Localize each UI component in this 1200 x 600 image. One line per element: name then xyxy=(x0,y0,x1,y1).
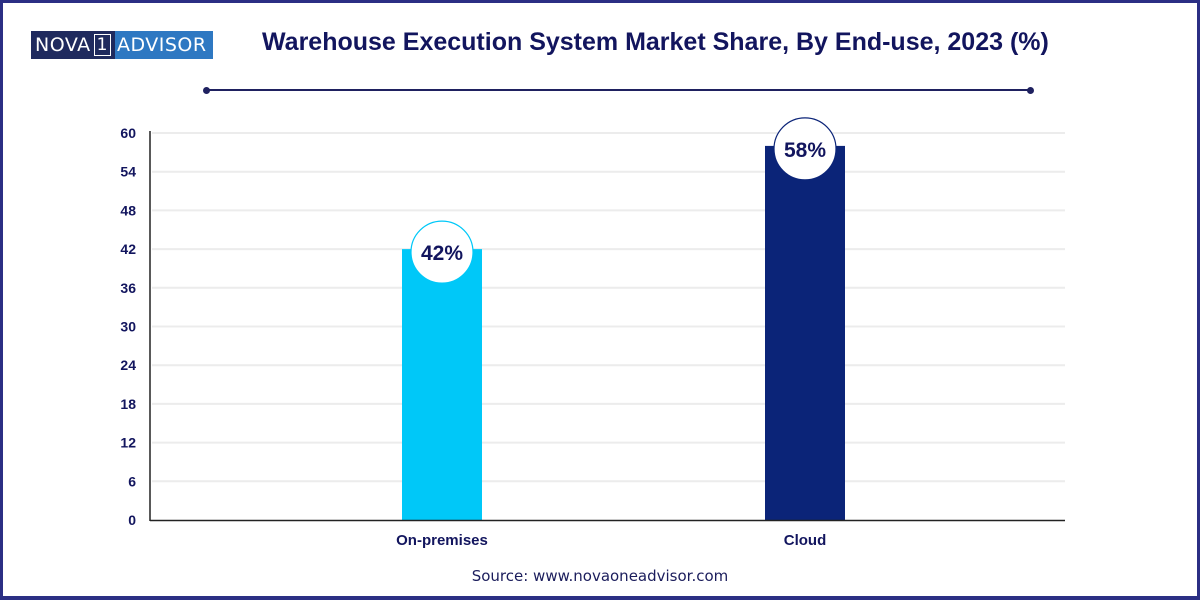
data-label: 42% xyxy=(421,242,463,265)
y-tick-label: 54 xyxy=(120,164,136,180)
y-tick-label: 60 xyxy=(120,125,136,141)
bar-cloud xyxy=(765,145,845,520)
y-tick-label: 30 xyxy=(120,319,136,335)
logo-left-block: NOVA 1 xyxy=(31,31,115,59)
title-underline xyxy=(206,89,1031,91)
chart-title: Warehouse Execution System Market Share,… xyxy=(262,28,1049,56)
brand-logo: NOVA 1 ADVISOR xyxy=(31,31,213,59)
data-label-bubble xyxy=(410,220,474,284)
underline-left-dot xyxy=(203,87,210,94)
data-label-bubble xyxy=(773,117,837,181)
source-note: Source: www.novaoneadvisor.com xyxy=(471,567,729,585)
y-tick-label: 24 xyxy=(120,357,136,373)
x-tick-label: On-premises xyxy=(396,532,488,549)
y-tick-label: 42 xyxy=(120,241,136,257)
logo-text-nova: NOVA xyxy=(35,34,91,56)
y-tick-label: 36 xyxy=(120,280,136,296)
y-tick-label: 0 xyxy=(128,512,136,528)
y-tick-label: 48 xyxy=(120,202,136,218)
x-tick-label: Cloud xyxy=(784,532,827,549)
logo-text-advisor: ADVISOR xyxy=(116,34,207,56)
data-label: 58% xyxy=(784,139,826,162)
underline-right-dot xyxy=(1027,87,1034,94)
bar-on-premises xyxy=(402,249,482,520)
y-tick-label: 18 xyxy=(120,396,136,412)
y-tick-label: 12 xyxy=(120,435,136,451)
y-tick-label: 6 xyxy=(128,473,136,489)
logo-one-box: 1 xyxy=(93,34,111,56)
logo-right-block: ADVISOR xyxy=(114,31,213,59)
